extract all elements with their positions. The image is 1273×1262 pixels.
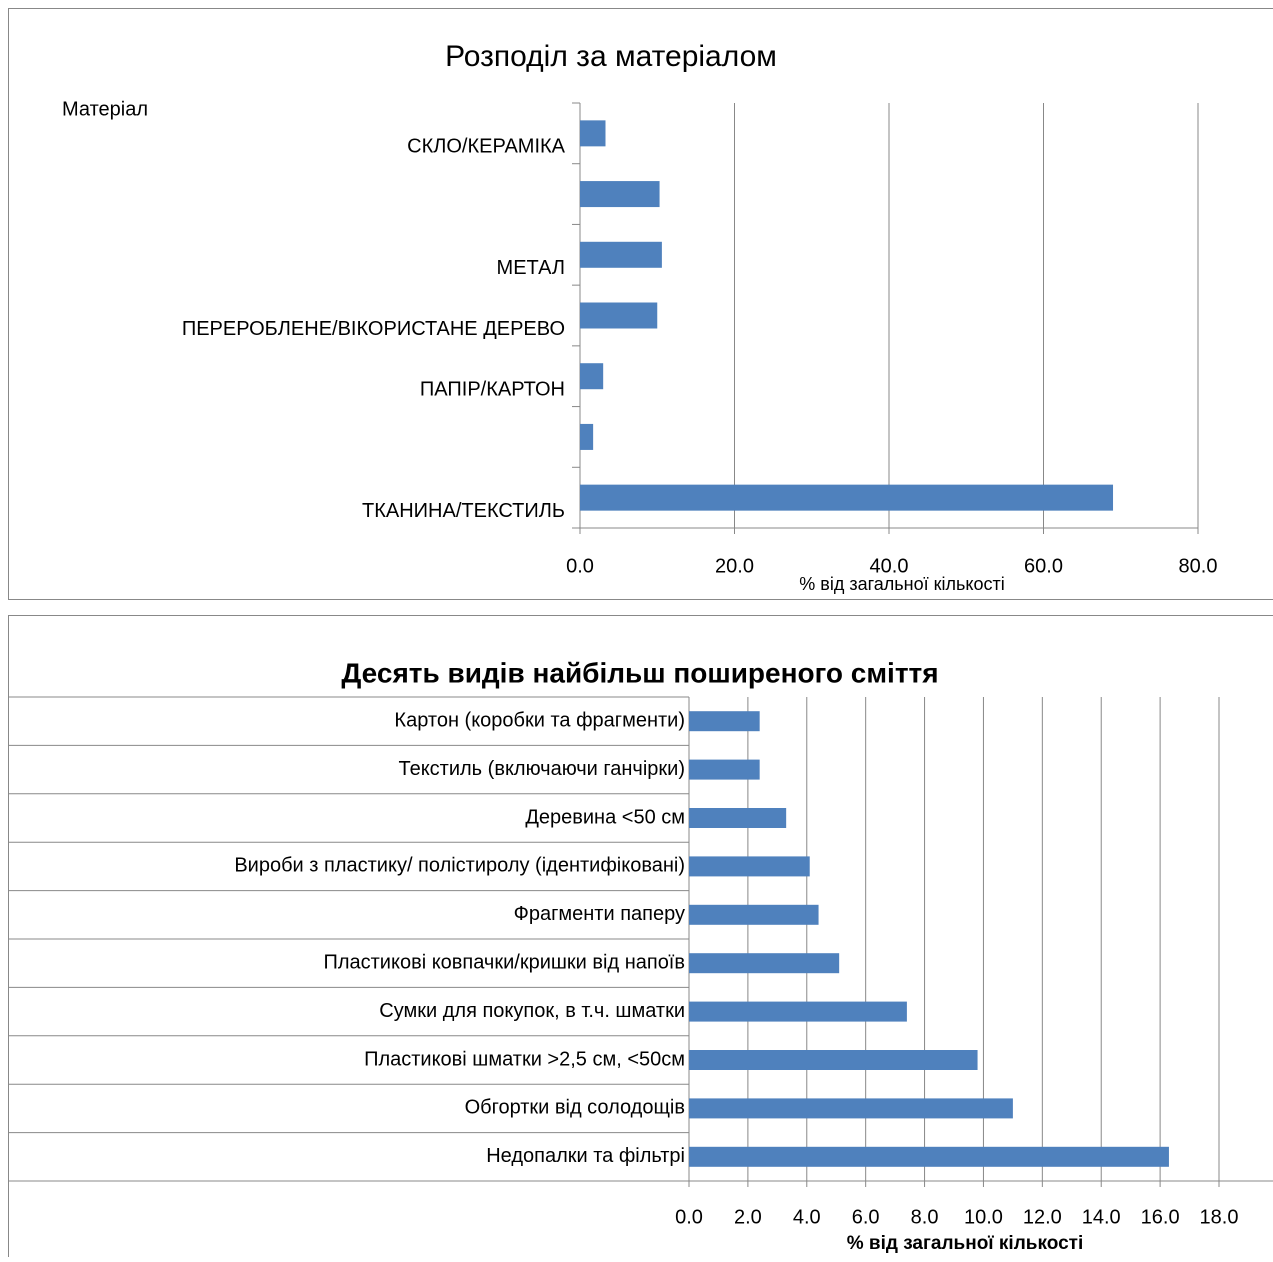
- bar: [580, 242, 662, 268]
- bar: [580, 424, 593, 450]
- y-tick-label: Картон (коробки та фрагменти): [394, 709, 685, 731]
- x-tick-label: 80.0: [1179, 555, 1218, 577]
- chart-title: Десять видів найбільш поширеного сміття: [341, 657, 938, 688]
- x-tick-label: 4.0: [793, 1206, 821, 1228]
- x-tick-label: 40.0: [870, 555, 909, 577]
- bar: [689, 905, 819, 925]
- x-tick-label: 8.0: [911, 1206, 939, 1228]
- x-tick-label: 18.0: [1200, 1206, 1239, 1228]
- bar: [689, 711, 760, 731]
- bar: [689, 953, 839, 973]
- bar: [689, 1098, 1013, 1118]
- x-tick-label: 20.0: [715, 555, 754, 577]
- bar: [689, 760, 760, 780]
- y-tick-label: МЕТАЛ: [497, 257, 565, 279]
- y-tick-label: Фрагменти паперу: [514, 903, 685, 925]
- y-tick-label: ПАПІР/КАРТОН: [420, 378, 565, 400]
- y-tick-label: Пластикові ковпачки/кришки від напоїв: [323, 951, 685, 973]
- bar: [689, 856, 810, 876]
- y-tick-label: ТКАНИНА/ТЕКСТИЛЬ: [362, 500, 565, 522]
- x-tick-label: 0.0: [675, 1206, 703, 1228]
- y-tick-label: Пластикові шматки >2,5 см, <50см: [364, 1048, 685, 1070]
- bar: [580, 120, 605, 146]
- x-tick-label: 6.0: [852, 1206, 880, 1228]
- y-tick-label: Текстиль (включаючи ганчірки): [398, 758, 685, 780]
- y-tick-label: Сумки для покупок, в т.ч. шматки: [379, 1000, 685, 1022]
- x-tick-label: 0.0: [566, 555, 594, 577]
- chart-title: Розподіл за матеріалом: [445, 40, 777, 73]
- bar: [580, 363, 603, 389]
- bar: [580, 181, 660, 207]
- y-axis-label: Матеріал: [62, 98, 148, 120]
- y-tick-label: Недопалки та фільтрі: [486, 1145, 685, 1167]
- y-tick-label: Деревина <50 см: [525, 806, 685, 828]
- bar: [689, 1050, 978, 1070]
- y-tick-label: ПЕРЕРОБЛЕНЕ/ВІКОРИСТАНЕ ДЕРЕВО: [182, 318, 565, 340]
- x-tick-label: 16.0: [1141, 1206, 1180, 1228]
- bar: [689, 808, 786, 828]
- bar: [580, 303, 657, 329]
- bar: [689, 1147, 1169, 1167]
- bar: [580, 485, 1113, 511]
- y-tick-label: Обгортки від солодощів: [465, 1097, 685, 1119]
- x-tick-label: 10.0: [964, 1206, 1003, 1228]
- y-tick-label: Вироби з пластику/ полістиролу (ідентифі…: [234, 855, 685, 877]
- x-axis-label: % від загальної кількості: [847, 1233, 1083, 1254]
- bar: [689, 1002, 907, 1022]
- x-tick-label: 60.0: [1024, 555, 1063, 577]
- x-tick-label: 12.0: [1023, 1206, 1062, 1228]
- x-tick-label: 2.0: [734, 1206, 762, 1228]
- x-tick-label: 14.0: [1082, 1206, 1121, 1228]
- y-tick-label: СКЛО/КЕРАМІКА: [407, 136, 566, 158]
